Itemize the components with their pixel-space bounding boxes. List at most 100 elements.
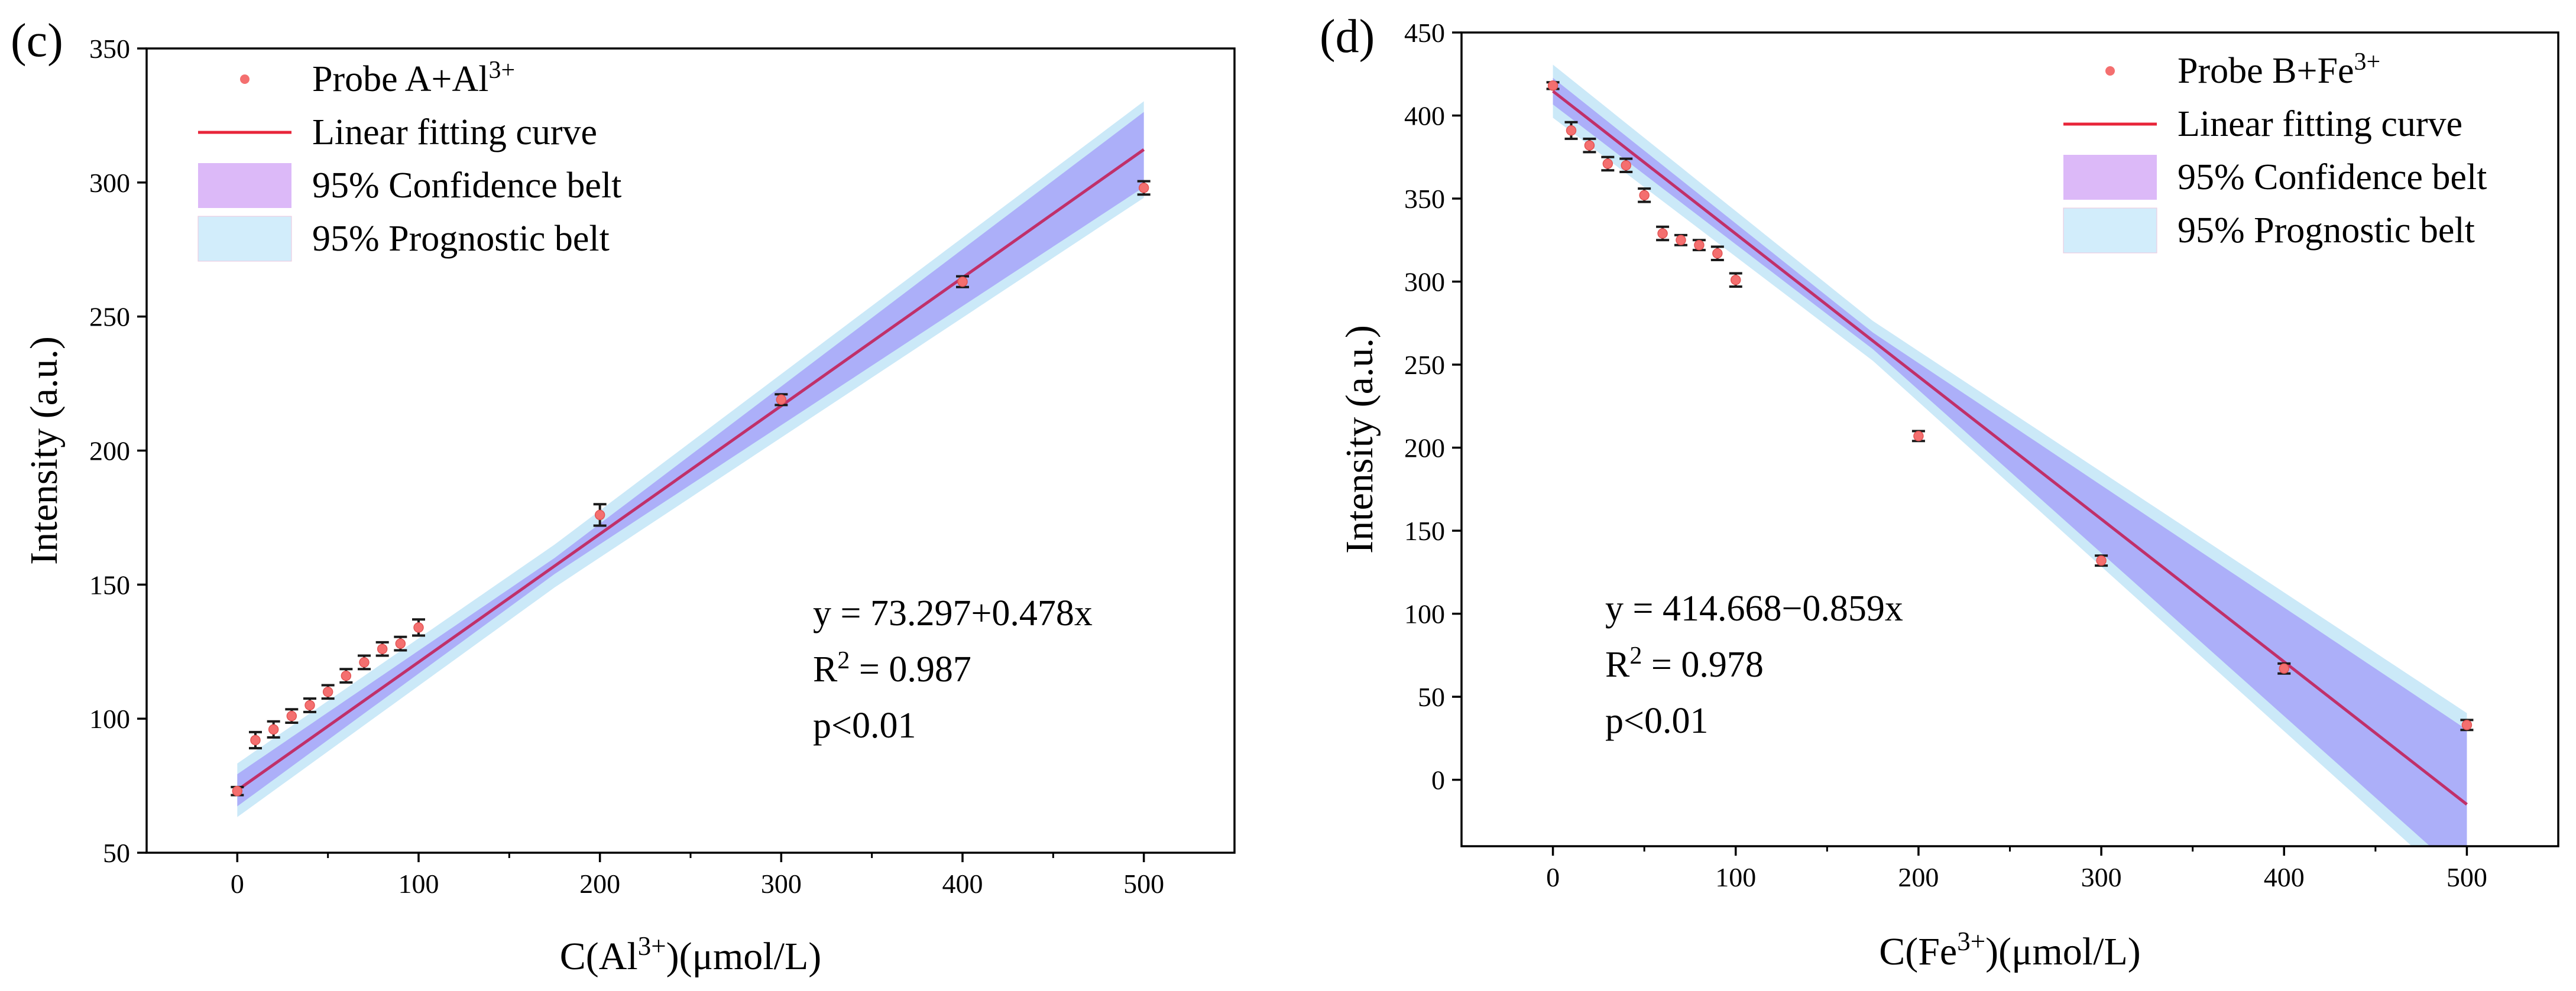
y-axis-title: Intensity (a.u.) (1338, 325, 1381, 554)
y-tick-label: 350 (89, 34, 130, 64)
data-point (1656, 225, 1670, 242)
legend-label: 95% Prognostic belt (2178, 210, 2475, 251)
x-tick-label: 200 (579, 869, 620, 899)
legend-confidence-swatch (198, 163, 291, 208)
legend-label: Linear fitting curve (2178, 104, 2462, 144)
x-tick-label: 0 (1546, 862, 1560, 892)
data-marker (2461, 720, 2473, 730)
y-tick-label: 150 (1404, 516, 1445, 546)
data-marker (2279, 663, 2289, 674)
legend-prediction-swatch (2063, 207, 2157, 254)
legend-label: Probe B+Fe3+​ (2178, 48, 2380, 91)
fit-line (1552, 90, 2468, 806)
data-marker (1913, 431, 1924, 441)
data-point (1619, 157, 1633, 174)
data-point (375, 641, 389, 657)
data-point (2460, 719, 2474, 732)
y-tick-label: 250 (1404, 350, 1445, 380)
x-tick-label: 100 (1715, 862, 1756, 892)
data-point (394, 635, 407, 652)
plot-area (1546, 64, 2474, 846)
equation-text: y = 414.668−0.859x (1605, 589, 1903, 629)
data-marker (232, 785, 243, 797)
data-marker (2096, 555, 2107, 566)
data-marker (1712, 248, 1723, 259)
data-point (249, 730, 262, 750)
data-marker (1584, 140, 1595, 151)
data-marker (286, 710, 297, 722)
data-point (1564, 121, 1578, 140)
data-marker (1138, 183, 1149, 193)
data-marker (341, 670, 352, 681)
panel-d: 0 100 200 300 400 500 0 50 100 150 200 250 300 350 400… (1320, 11, 2559, 973)
data-point (303, 697, 316, 713)
legend-confidence-swatch (2063, 155, 2157, 200)
y-tick-label: 200 (89, 436, 130, 466)
data-point (593, 503, 607, 527)
x-tick-label: 300 (2081, 862, 2122, 892)
data-marker (1676, 235, 1686, 246)
y-tick-label: 150 (89, 570, 130, 600)
data-point (339, 668, 353, 684)
x-tick-label: 0 (231, 869, 244, 899)
data-point (1729, 272, 1742, 288)
plot-area (231, 101, 1151, 817)
equation-text: y = 73.297+0.478x (813, 593, 1093, 633)
data-point (1546, 80, 1560, 91)
legend-label: 95% Confidence belt (2178, 157, 2487, 197)
x-tick-label: 200 (1898, 862, 1939, 892)
x-tick-label: 400 (2264, 862, 2305, 892)
y-tick-label: 250 (89, 302, 130, 332)
data-point (1583, 137, 1596, 154)
data-point (1911, 430, 1925, 443)
data-point (1674, 233, 1687, 246)
data-marker (1547, 80, 1558, 91)
data-point (231, 785, 244, 797)
data-point (321, 684, 335, 700)
y-tick-label: 300 (89, 168, 130, 198)
y-tick-label: 450 (1404, 18, 1445, 48)
data-marker (413, 622, 424, 633)
legend: Probe B+Fe3+​ Linear fitting curve 95% Con… (2063, 48, 2487, 254)
data-point (2277, 662, 2291, 675)
data-point (1601, 155, 1615, 172)
x-tick-label: 100 (398, 869, 439, 899)
data-point (1638, 187, 1651, 203)
y-tick-label: 100 (89, 704, 130, 734)
y-tick-label: 300 (1404, 267, 1445, 297)
p-value-text: p<0.01 (813, 706, 916, 746)
data-marker (1602, 158, 1613, 169)
x-tick-label: 300 (761, 869, 802, 899)
panel-c: 0 100 200 300 400 500 50 100 150 200 250 300 350 C(Al… (11, 15, 1236, 978)
data-marker (250, 735, 261, 746)
data-marker (594, 509, 605, 521)
data-marker (304, 700, 315, 711)
data-point (358, 654, 371, 671)
fit-annotation: y = 73.297+0.478x R2​ = 0.987 p<0.01 (813, 593, 1093, 746)
data-marker (1566, 125, 1577, 136)
legend: Probe A+Al3+​ Linear fitting curve 95% Con… (197, 57, 621, 262)
legend-label: 95% Prognostic belt (312, 219, 610, 259)
data-marker (776, 394, 787, 405)
r-squared-text: R2​ = 0.978 (1605, 642, 1764, 685)
y-tick-label: 100 (1404, 599, 1445, 629)
data-point (412, 618, 425, 637)
data-marker (359, 657, 370, 668)
legend-prediction-swatch (197, 216, 292, 262)
data-point (775, 393, 788, 407)
data-marker (1639, 190, 1650, 201)
x-axis-title: C(Fe3+​)(μmol/L) (1879, 927, 2141, 973)
data-marker (395, 638, 406, 649)
data-marker (1694, 239, 1705, 251)
panel-label: (d) (1320, 11, 1375, 63)
r-squared-text: R2​ = 0.987 (813, 647, 971, 690)
data-point (285, 708, 299, 724)
data-point (956, 275, 969, 288)
data-marker (322, 687, 333, 697)
y-tick-label: 0 (1431, 765, 1445, 795)
data-point (1137, 180, 1151, 196)
data-point (1692, 239, 1706, 252)
panel-label: (c) (11, 15, 63, 67)
data-marker (957, 276, 968, 287)
